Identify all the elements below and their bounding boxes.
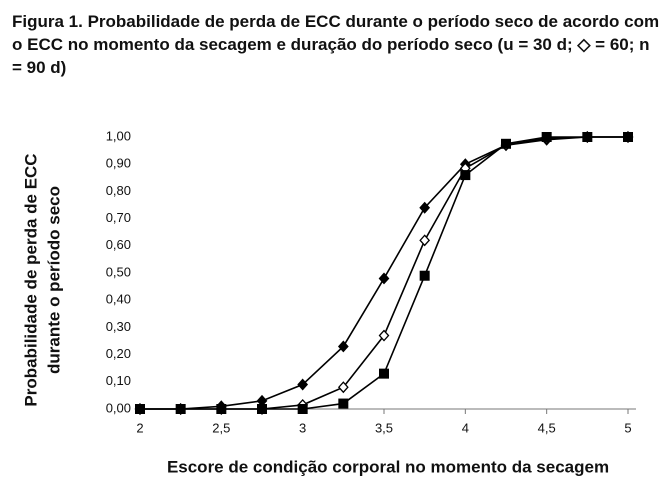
marker xyxy=(623,132,633,142)
marker xyxy=(419,201,431,214)
marker xyxy=(257,404,267,414)
marker xyxy=(337,381,349,394)
marker xyxy=(216,404,227,414)
y-axis-label: durante o período seco xyxy=(44,186,63,374)
marker xyxy=(419,270,430,281)
marker xyxy=(378,272,390,285)
marker xyxy=(460,170,471,181)
y-tick-label: 0,30 xyxy=(106,319,131,334)
y-tick-label: 0,40 xyxy=(106,292,131,307)
marker xyxy=(378,329,390,342)
x-tick-label: 2,5 xyxy=(212,420,230,435)
marker xyxy=(501,138,511,149)
x-tick-label: 3,5 xyxy=(375,420,393,435)
marker xyxy=(338,398,349,409)
y-tick-label: 0,50 xyxy=(106,264,131,279)
y-tick-label: 0,90 xyxy=(106,156,131,171)
x-tick-label: 4 xyxy=(462,420,469,435)
marker xyxy=(419,234,431,247)
y-tick-label: 1,00 xyxy=(106,128,131,143)
y-tick-label: 0,70 xyxy=(106,210,131,225)
marker xyxy=(135,404,145,414)
x-axis-label: Escore de condição corporal no momento d… xyxy=(167,457,609,476)
x-tick-label: 5 xyxy=(624,420,631,435)
y-tick-label: 0,80 xyxy=(106,183,131,198)
marker xyxy=(337,340,349,353)
marker xyxy=(297,404,308,414)
x-tick-label: 4,5 xyxy=(538,420,556,435)
x-tick-label: 3 xyxy=(299,420,306,435)
y-tick-label: 0,00 xyxy=(106,400,131,415)
chart-title: Figura 1. Probabilidade de perda de ECC … xyxy=(12,12,660,77)
x-tick-label: 2 xyxy=(136,420,143,435)
marker xyxy=(379,368,389,379)
marker xyxy=(175,404,186,414)
marker xyxy=(297,378,309,391)
y-tick-label: 0,60 xyxy=(106,237,131,252)
y-tick-label: 0,20 xyxy=(106,346,131,361)
marker xyxy=(582,132,593,142)
y-tick-label: 0,10 xyxy=(106,373,131,388)
marker xyxy=(541,132,552,142)
y-axis-label: Probabilidade de perda de ECC xyxy=(21,153,40,406)
